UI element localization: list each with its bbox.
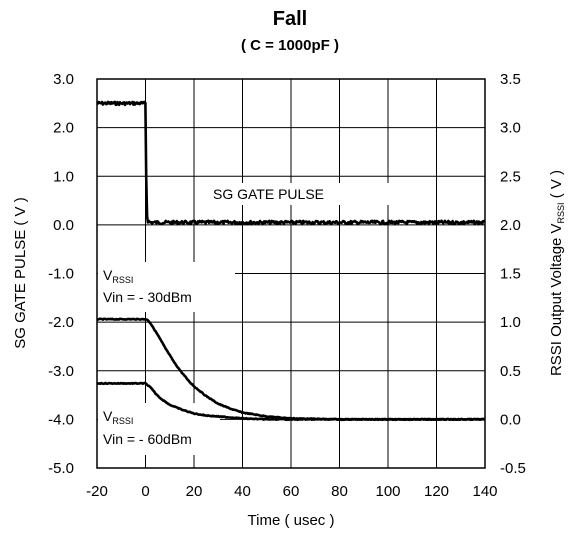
y-right-tick-label: 2.0 [500, 217, 521, 234]
y-right-axis-label: RSSI Output Voltage VRSSI ( V ) [548, 170, 566, 376]
x-tick-label: 100 [375, 483, 400, 500]
x-tick-label: 60 [283, 483, 300, 500]
series-line-1 [96, 100, 486, 226]
y-right-tick-label: 1.0 [500, 314, 521, 331]
y-right-tick-label: 0.5 [500, 363, 521, 380]
annotation-vrssi-30-v: V [103, 267, 113, 283]
label-box-60dbm [98, 403, 220, 455]
annotation-vrssi-30: VRSSI [103, 267, 133, 285]
chart-title: Fall [273, 8, 307, 30]
y-right-tick-labels: 3.5 3.0 2.5 2.0 1.5 1.0 0.5 0.0 -0.5 [500, 71, 526, 477]
x-tick-labels: -20 0 20 40 60 80 100 120 140 [86, 483, 497, 500]
annotation-vin-30dbm: Vin = - 30dBm [103, 289, 192, 305]
y-right-tick-label: -0.5 [500, 460, 526, 477]
y-left-tick-label: 1.0 [53, 168, 74, 185]
y-left-tick-label: -4.0 [48, 411, 74, 428]
x-tick-label: 0 [141, 483, 149, 500]
y-left-tick-label: 3.0 [53, 71, 74, 88]
y-right-tick-label: 1.5 [500, 266, 521, 283]
annotation-vrssi-60: VRSSI [103, 408, 133, 426]
annotation-sg-gate-pulse: SG GATE PULSE [213, 186, 324, 202]
series-line-3 [96, 381, 486, 422]
y-right-tick-label: 3.5 [500, 71, 521, 88]
x-tick-label: 20 [186, 483, 203, 500]
label-box-30dbm [98, 262, 235, 312]
x-tick-label: -20 [86, 483, 108, 500]
traces [96, 100, 486, 422]
y-right-tick-label: 2.5 [500, 168, 521, 185]
x-tick-label: 80 [331, 483, 348, 500]
y-left-tick-label: -2.0 [48, 314, 74, 331]
x-axis-label: Time ( usec ) [248, 512, 335, 529]
y-left-tick-label: 2.0 [53, 120, 74, 137]
x-tick-label: 120 [424, 483, 449, 500]
y-left-tick-label: -3.0 [48, 363, 74, 380]
annotation-vrssi-60-v: V [103, 408, 113, 424]
annotation-vin-60dbm: Vin = - 60dBm [103, 431, 192, 447]
y-right-axis-label-main: RSSI Output Voltage V [548, 223, 565, 376]
y-left-tick-label: 0.0 [53, 217, 74, 234]
y-left-tick-label: -1.0 [48, 266, 74, 283]
y-right-tick-label: 3.0 [500, 120, 521, 137]
y-left-axis-label: SG GATE PULSE ( V ) [12, 197, 29, 348]
y-left-tick-labels: 3.0 2.0 1.0 0.0 -1.0 -2.0 -3.0 -4.0 -5.0 [48, 71, 74, 477]
y-left-tick-label: -5.0 [48, 460, 74, 477]
x-tick-label: 40 [234, 483, 251, 500]
y-right-axis-label-sub: RSSI [556, 202, 566, 223]
plot-frame [96, 78, 486, 469]
y-right-tick-label: 0.0 [500, 411, 521, 428]
annotation-vrssi-30-sub: RSSI [112, 275, 133, 285]
y-right-axis-label-end: ( V ) [548, 170, 565, 203]
x-tick-label: 140 [472, 483, 497, 500]
label-box-gate [207, 183, 389, 205]
annotation-vrssi-60-sub: RSSI [112, 416, 133, 426]
chart-subtitle: ( C = 1000pF ) [241, 37, 339, 54]
